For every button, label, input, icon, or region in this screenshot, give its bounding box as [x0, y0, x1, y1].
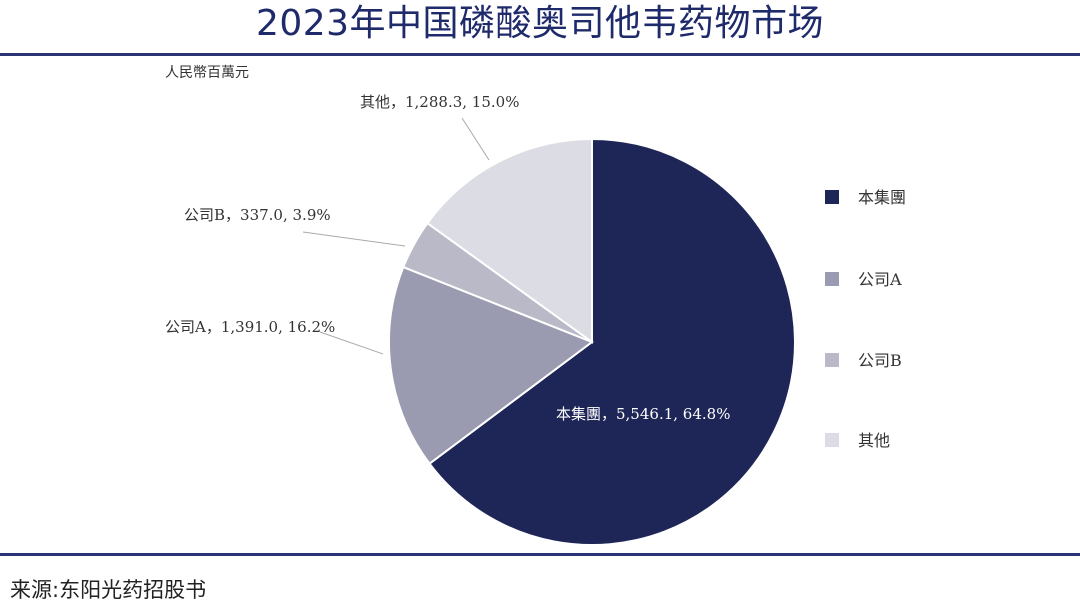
- legend-label-2: 公司A: [858, 270, 902, 289]
- page-title: 2023年中国磷酸奥司他韦药物市场: [255, 3, 825, 44]
- legend-label-4: 其他: [858, 431, 890, 450]
- pie-chart: 人民幣百萬元 本集團，5,546.1, 64.8% 公司A，1,391.0, 16…: [165, 65, 906, 546]
- leader-line-4: [461, 117, 490, 161]
- legend-label-3: 公司B: [858, 351, 902, 370]
- pie-slice-2: [388, 265, 595, 466]
- pie-slice-1: [428, 137, 797, 546]
- legend-swatch-1: [825, 190, 839, 204]
- source-note: 来源:东阳光药招股书: [10, 578, 207, 602]
- slice-label-1: 本集團，5,546.1, 64.8%: [556, 405, 730, 423]
- pie-slice-4: [426, 137, 593, 344]
- slice-labels: 本集團，5,546.1, 64.8% 公司A，1,391.0, 16.2% 公司B，…: [165, 93, 730, 423]
- legend-swatch-2: [825, 272, 839, 286]
- unit-label: 人民幣百萬元: [165, 65, 249, 81]
- pie-slices: [388, 137, 797, 546]
- legend-swatch-4: [825, 433, 839, 447]
- legend-swatch-3: [825, 353, 839, 367]
- top-divider: [0, 53, 1080, 56]
- legend-label-1: 本集團: [858, 188, 906, 207]
- leader-line-3: [302, 231, 406, 247]
- slice-label-4: 其他，1,288.3, 15.0%: [360, 93, 519, 111]
- leader-line-2: [319, 331, 384, 355]
- slice-label-2: 公司A，1,391.0, 16.2%: [165, 318, 335, 336]
- slice-label-3: 公司B，337.0, 3.9%: [184, 206, 331, 224]
- bottom-divider: [0, 553, 1080, 556]
